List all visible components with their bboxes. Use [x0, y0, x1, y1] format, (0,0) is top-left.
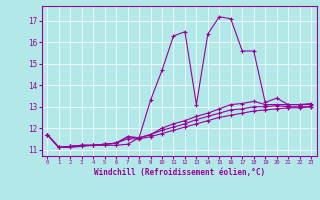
X-axis label: Windchill (Refroidissement éolien,°C): Windchill (Refroidissement éolien,°C) [94, 168, 265, 177]
